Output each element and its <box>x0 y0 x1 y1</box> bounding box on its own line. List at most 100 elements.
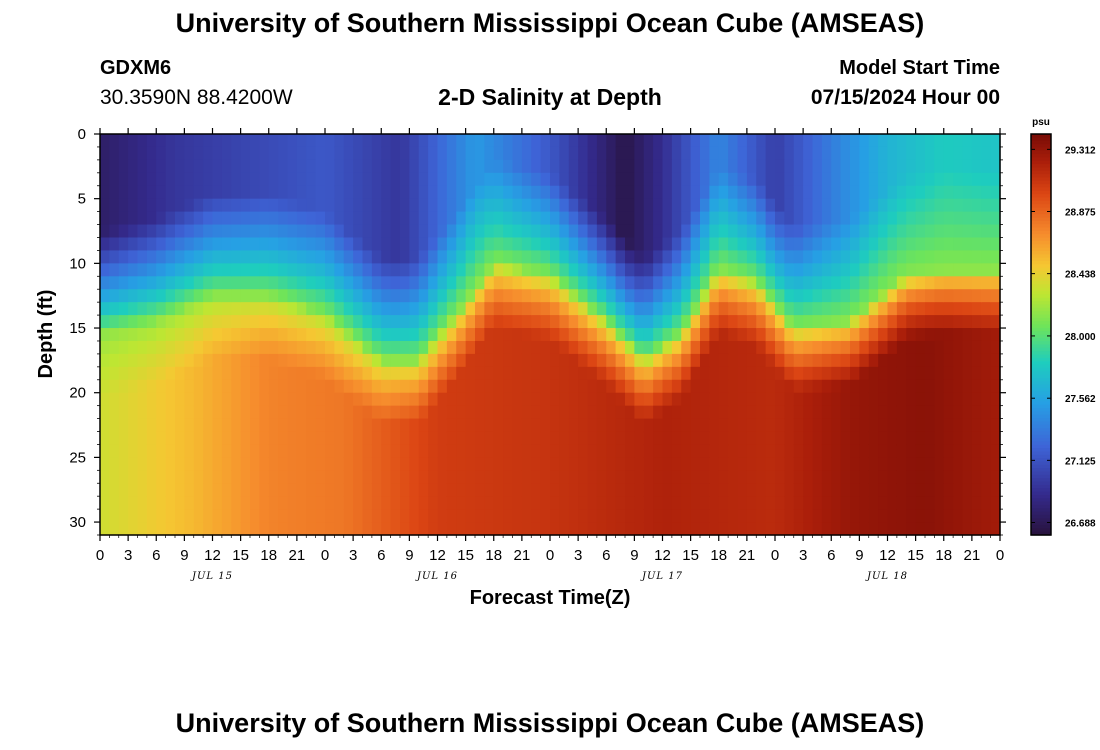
heatmap-cell <box>550 224 560 239</box>
heatmap-cell <box>531 457 542 471</box>
colorbar-swatch <box>1031 374 1051 379</box>
heatmap-cell <box>550 470 560 484</box>
heatmap-cell <box>531 302 542 316</box>
x-tick-label: 18 <box>485 547 502 564</box>
heatmap-cell <box>625 392 635 407</box>
heatmap-cell <box>381 185 392 200</box>
heatmap-cell <box>568 509 579 523</box>
heatmap-cell <box>971 198 982 213</box>
heatmap-cell <box>240 431 251 446</box>
heatmap-cell <box>100 457 110 471</box>
colorbar-swatch <box>1031 441 1051 446</box>
heatmap-cell <box>128 470 139 484</box>
heatmap-cell <box>343 457 354 471</box>
heatmap-cell <box>793 405 804 420</box>
heatmap-cell <box>953 457 964 471</box>
heatmap-cell <box>850 159 860 174</box>
heatmap-cell <box>193 405 204 420</box>
heatmap-cell <box>784 405 795 420</box>
heatmap-cell <box>896 185 907 200</box>
heatmap-cell <box>596 418 607 433</box>
heatmap-cell <box>456 289 467 303</box>
heatmap-cell <box>250 289 260 303</box>
heatmap-cell <box>784 496 795 510</box>
heatmap-cell <box>465 470 476 484</box>
heatmap-cell <box>465 134 476 148</box>
heatmap-cell <box>615 496 626 510</box>
heatmap-cell <box>175 224 185 239</box>
heatmap-cell <box>962 496 973 510</box>
heatmap-cell <box>756 250 767 264</box>
heatmap-cell <box>896 134 907 148</box>
heatmap-cell <box>653 289 664 303</box>
heatmap-cell <box>156 418 167 433</box>
heatmap-cell <box>943 418 954 433</box>
heatmap-cell <box>521 470 532 484</box>
heatmap-cell <box>962 522 973 536</box>
heatmap-cell <box>887 276 898 290</box>
heatmap-cell <box>400 289 410 303</box>
x-tick-label: 12 <box>204 547 221 564</box>
heatmap-cell <box>990 379 1001 394</box>
heatmap-cell <box>840 276 851 290</box>
heatmap-cell <box>934 315 945 329</box>
heatmap-cell <box>437 444 448 458</box>
heatmap-cell <box>550 509 560 523</box>
heatmap-cell <box>559 302 570 316</box>
heatmap-cell <box>990 470 1001 484</box>
colorbar-swatch <box>1031 140 1051 145</box>
heatmap-cell <box>840 392 851 407</box>
heatmap-cell <box>540 470 551 484</box>
heatmap-cell <box>250 328 260 342</box>
heatmap-cell <box>578 237 589 252</box>
heatmap-cell <box>821 418 832 433</box>
heatmap-cell <box>868 483 879 497</box>
heatmap-cell <box>353 457 364 471</box>
heatmap-cell <box>746 353 757 368</box>
heatmap-cell <box>456 431 467 446</box>
heatmap-cell <box>887 159 898 174</box>
heatmap-cell <box>868 224 879 239</box>
heatmap-cell <box>437 340 448 355</box>
heatmap-cell <box>943 522 954 536</box>
heatmap-cell <box>475 198 485 213</box>
heatmap-cell <box>859 457 870 471</box>
colorbar-swatch <box>1031 518 1051 523</box>
heatmap-cell <box>456 185 467 200</box>
heatmap-cell <box>371 159 382 174</box>
heatmap-cell <box>831 444 842 458</box>
heatmap-cell <box>184 340 195 355</box>
heatmap-cell <box>728 159 739 174</box>
heatmap-cell <box>775 444 785 458</box>
heatmap-cell <box>343 444 354 458</box>
heatmap-cell <box>212 509 223 523</box>
heatmap-cell <box>175 522 185 536</box>
heatmap-cell <box>737 289 748 303</box>
heatmap-cell <box>803 211 814 226</box>
heatmap-cell <box>568 159 579 174</box>
heatmap-cell <box>109 185 120 200</box>
heatmap-cell <box>643 457 654 471</box>
heatmap-cell <box>306 470 317 484</box>
heatmap-cell <box>653 146 664 161</box>
heatmap-cell <box>737 509 748 523</box>
heatmap-cell <box>334 431 345 446</box>
heatmap-cell <box>718 418 729 433</box>
heatmap-cell <box>568 250 579 264</box>
heatmap-cell <box>175 302 185 316</box>
heatmap-cell <box>587 237 598 252</box>
heatmap-cell <box>925 379 935 394</box>
heatmap-cell <box>465 457 476 471</box>
heatmap-cell <box>184 328 195 342</box>
heatmap-cell <box>653 302 664 316</box>
heatmap-cell <box>718 211 729 226</box>
heatmap-cell <box>690 431 701 446</box>
heatmap-cell <box>100 509 110 523</box>
heatmap-cell <box>193 496 204 510</box>
heatmap-cell <box>240 392 251 407</box>
heatmap-cell <box>812 250 823 264</box>
heatmap-cell <box>531 250 542 264</box>
heatmap-cell <box>990 224 1001 239</box>
heatmap-cell <box>484 224 495 239</box>
heatmap-cell <box>456 457 467 471</box>
